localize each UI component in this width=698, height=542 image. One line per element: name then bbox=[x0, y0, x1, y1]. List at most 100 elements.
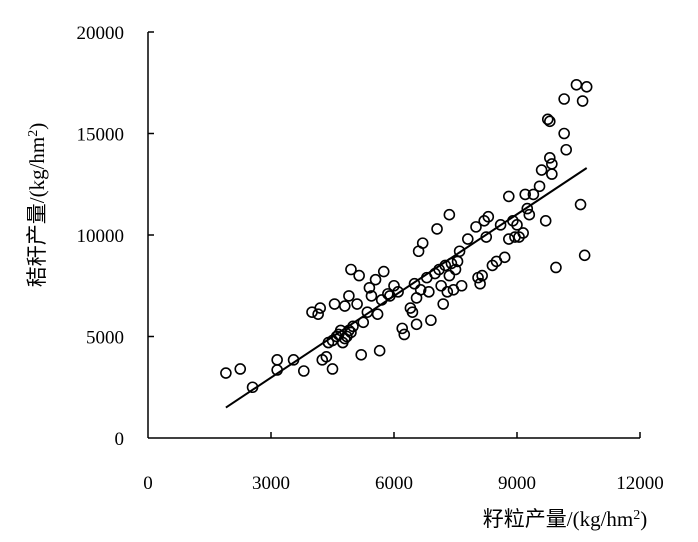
data-point bbox=[474, 277, 486, 290]
data-point bbox=[539, 214, 552, 227]
data-point bbox=[416, 237, 429, 249]
x-tick-label: 9000 bbox=[498, 473, 536, 494]
x-axis-title: 籽粒产量/(kg/hm2) bbox=[483, 507, 648, 531]
data-point bbox=[502, 233, 515, 245]
data-point bbox=[558, 127, 570, 140]
data-point bbox=[461, 233, 474, 245]
data-point bbox=[486, 259, 499, 272]
data-point bbox=[431, 223, 443, 235]
data-point bbox=[574, 198, 587, 211]
y-tick-label: 20000 bbox=[77, 23, 125, 44]
data-point bbox=[410, 318, 423, 331]
x-tick-label: 12000 bbox=[616, 473, 664, 494]
y-axis-title-close: ) bbox=[25, 123, 49, 130]
data-point bbox=[476, 269, 488, 282]
data-point bbox=[353, 269, 365, 282]
data-point bbox=[535, 164, 548, 176]
data-point bbox=[453, 245, 466, 258]
data-points bbox=[220, 78, 593, 394]
x-axis-title-superscript: 2 bbox=[633, 508, 640, 523]
data-point bbox=[576, 95, 589, 107]
data-point bbox=[396, 322, 409, 335]
data-point bbox=[355, 348, 368, 361]
data-point bbox=[517, 227, 529, 239]
data-point bbox=[371, 308, 384, 320]
data-point bbox=[550, 261, 562, 274]
data-point bbox=[502, 190, 515, 203]
data-point bbox=[543, 152, 556, 164]
data-point bbox=[519, 188, 532, 201]
data-point bbox=[513, 231, 525, 243]
data-point bbox=[527, 188, 540, 201]
data-point bbox=[326, 363, 339, 375]
y-axis-title-superscript: 2 bbox=[26, 130, 41, 137]
data-point bbox=[449, 263, 462, 276]
data-point bbox=[423, 286, 435, 298]
data-point bbox=[523, 208, 536, 221]
data-point bbox=[297, 365, 310, 377]
data-point bbox=[560, 143, 573, 156]
data-point bbox=[373, 344, 386, 357]
data-point bbox=[369, 273, 382, 286]
data-point bbox=[580, 81, 593, 93]
data-point bbox=[558, 93, 570, 105]
x-axis-title-close: ) bbox=[640, 507, 647, 531]
data-point bbox=[392, 286, 404, 298]
data-point bbox=[470, 221, 482, 233]
x-tick-label: 0 bbox=[143, 473, 153, 494]
data-point bbox=[443, 269, 456, 282]
data-point bbox=[533, 180, 546, 193]
data-point bbox=[570, 78, 583, 91]
data-point bbox=[363, 281, 376, 294]
data-point bbox=[437, 298, 450, 310]
x-axis-ticks: 0 3000 6000 9000 12000 bbox=[143, 432, 664, 494]
x-tick-label: 6000 bbox=[375, 473, 413, 494]
data-point bbox=[425, 314, 437, 327]
data-point bbox=[312, 308, 324, 320]
data-point bbox=[320, 350, 333, 363]
data-point bbox=[343, 290, 355, 302]
data-point bbox=[546, 168, 558, 180]
data-point bbox=[541, 113, 554, 126]
data-point bbox=[314, 302, 327, 314]
data-point bbox=[441, 286, 454, 298]
data-point bbox=[338, 300, 351, 312]
data-point bbox=[543, 115, 556, 128]
data-point bbox=[341, 330, 353, 343]
data-point bbox=[478, 214, 491, 227]
data-point bbox=[271, 354, 283, 366]
data-point bbox=[482, 210, 495, 223]
data-point bbox=[398, 328, 411, 341]
data-point bbox=[220, 367, 232, 379]
data-point bbox=[345, 263, 357, 276]
x-tick-label: 3000 bbox=[252, 473, 290, 494]
data-point bbox=[365, 290, 378, 302]
data-point bbox=[351, 298, 363, 310]
y-axis-ticks: 0 5000 10000 15000 20000 bbox=[77, 23, 154, 450]
data-point bbox=[494, 219, 507, 231]
y-axis-title-text: 秸秆产量/(kg/hm bbox=[25, 137, 49, 288]
data-point bbox=[498, 251, 511, 264]
data-point bbox=[546, 158, 558, 170]
data-point bbox=[443, 208, 456, 221]
data-point bbox=[377, 265, 390, 278]
data-point bbox=[345, 326, 357, 339]
y-tick-label: 10000 bbox=[77, 226, 125, 247]
x-axis-title-text: 籽粒产量/(kg/hm bbox=[483, 507, 634, 531]
y-tick-label: 5000 bbox=[86, 328, 124, 349]
data-point bbox=[328, 298, 341, 310]
data-point bbox=[406, 306, 419, 318]
data-point bbox=[234, 363, 247, 375]
data-point bbox=[511, 219, 523, 231]
data-point bbox=[521, 202, 534, 215]
trend-line bbox=[225, 167, 588, 409]
data-point bbox=[455, 279, 468, 292]
y-tick-label: 15000 bbox=[77, 125, 125, 146]
y-axis-title: 秸秆产量/(kg/hm2) bbox=[25, 123, 49, 288]
data-point bbox=[435, 279, 447, 292]
y-tick-label: 0 bbox=[115, 429, 125, 450]
data-point bbox=[414, 284, 427, 296]
data-point bbox=[408, 277, 421, 290]
